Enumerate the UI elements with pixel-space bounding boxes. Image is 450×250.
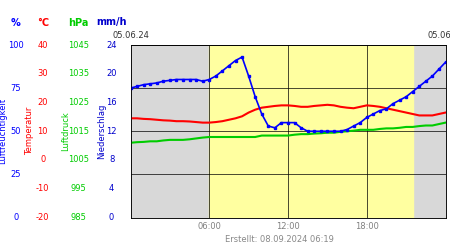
Text: 1025: 1025	[68, 98, 89, 107]
Text: 1045: 1045	[68, 40, 89, 50]
Text: %: %	[11, 18, 21, 28]
Text: °C: °C	[37, 18, 49, 28]
Bar	[209, 45, 413, 218]
Text: Luftdruck: Luftdruck	[61, 112, 70, 151]
Text: 985: 985	[71, 213, 87, 222]
Text: 1035: 1035	[68, 69, 89, 78]
Text: 16: 16	[106, 98, 117, 107]
Text: 12: 12	[106, 127, 117, 136]
Text: Luftfeuchtigkeit: Luftfeuchtigkeit	[0, 98, 7, 164]
Text: 8: 8	[109, 156, 114, 164]
Text: 100: 100	[8, 40, 23, 50]
Text: 995: 995	[71, 184, 86, 193]
Text: mm/h: mm/h	[96, 18, 127, 28]
Text: 1005: 1005	[68, 156, 89, 164]
Text: 30: 30	[37, 69, 48, 78]
Text: Erstellt: 08.09.2024 06:19: Erstellt: 08.09.2024 06:19	[225, 236, 333, 244]
Text: 40: 40	[37, 40, 48, 50]
Text: 25: 25	[10, 170, 21, 179]
Text: 75: 75	[10, 84, 21, 92]
Text: 10: 10	[37, 127, 48, 136]
Text: 50: 50	[10, 127, 21, 136]
Text: Temperatur: Temperatur	[25, 107, 34, 156]
Text: 20: 20	[37, 98, 48, 107]
Text: 1015: 1015	[68, 127, 89, 136]
Text: 24: 24	[106, 40, 117, 50]
Text: 0: 0	[40, 156, 45, 164]
Text: hPa: hPa	[68, 18, 89, 28]
Text: 0: 0	[13, 213, 18, 222]
Text: 4: 4	[109, 184, 114, 193]
Text: 0: 0	[109, 213, 114, 222]
Text: 20: 20	[106, 69, 117, 78]
Text: -20: -20	[36, 213, 50, 222]
Text: -10: -10	[36, 184, 50, 193]
Text: Niederschlag: Niederschlag	[97, 104, 106, 159]
